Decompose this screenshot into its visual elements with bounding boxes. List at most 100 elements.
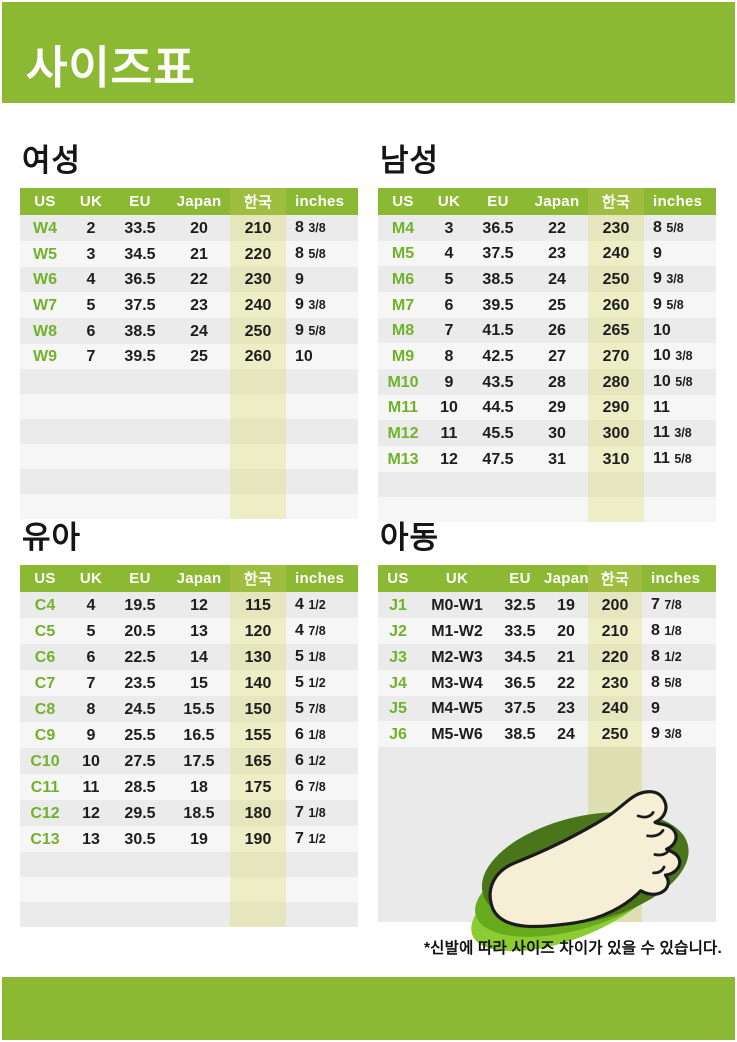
korea-size-cell: 120 [230,618,286,644]
empty-cell [230,469,286,494]
inches-cell: 9 [644,241,716,266]
empty-cell [378,497,428,522]
us-size-cell: C9 [20,722,70,748]
inches-cell: 9 [286,267,358,292]
inch-fraction: 5/8 [308,324,326,338]
section-title-junior: 아동 [380,520,440,555]
korea-size-cell: 240 [588,696,642,721]
empty-cell [168,494,230,519]
column-header-inches: inches [644,188,716,215]
japan-size-cell: 30 [526,420,588,446]
size-table-row: C11 11 28.5 18 175 6 7/8 [20,774,358,800]
empty-table-row [378,472,716,497]
korea-size-cell: 240 [230,292,286,318]
column-header-korea: 한국 [230,188,286,215]
size-table-row: C6 6 22.5 14 130 5 1/8 [20,644,358,670]
inches-cell: 10 [644,318,716,343]
japan-size-cell: 17.5 [168,748,230,774]
empty-cell [20,902,70,927]
inches-cell: 8 1/2 [642,644,716,670]
inch-fraction: 3/8 [664,727,682,741]
inch-fraction: 5/8 [674,452,692,466]
inches-cell: 8 5/8 [644,215,716,241]
empty-cell [286,877,358,902]
korea-size-cell: 300 [588,420,644,446]
section-men: 남성 US UK EU Japan 한국 inches M4 3 36.5 22 230 8 5/8 M… [378,142,716,522]
empty-cell [20,419,70,444]
japan-size-cell: 18 [168,774,230,800]
japan-size-cell: 25 [526,292,588,318]
column-header-uk: UK [70,565,112,592]
size-table-row: J6 M5-W6 38.5 24 250 9 3/8 [378,721,716,747]
us-size-cell: C4 [20,592,70,618]
japan-size-cell: 13 [168,618,230,644]
uk-size-cell: 3 [70,241,112,267]
inch-fraction: 3/8 [308,298,326,312]
empty-table-row [20,419,358,444]
column-header-japan: Japan [526,188,588,215]
inches-cell: 9 3/8 [644,266,716,292]
empty-cell [112,444,168,469]
us-size-cell: C6 [20,644,70,670]
japan-size-cell: 24 [544,721,588,747]
us-size-cell: J4 [378,670,418,696]
size-table-row: C12 12 29.5 18.5 180 7 1/8 [20,800,358,826]
inch-fraction: 5/8 [666,298,684,312]
size-table-row: M5 4 37.5 23 240 9 [378,241,716,266]
inches-cell: 9 3/8 [286,292,358,318]
japan-size-cell: 16.5 [168,722,230,748]
size-table-row: M13 12 47.5 31 310 11 5/8 [378,446,716,472]
column-header-uk: UK [70,188,112,215]
us-size-cell: C13 [20,826,70,852]
eu-size-cell: 36.5 [112,267,168,292]
empty-cell [644,497,716,522]
eu-size-cell: 33.5 [496,618,544,644]
inch-fraction: 1/8 [308,650,326,664]
uk-size-cell: 6 [70,318,112,344]
inches-cell: 9 [642,696,716,721]
empty-cell [112,419,168,444]
uk-size-cell: 8 [428,343,470,369]
empty-cell [286,419,358,444]
empty-cell [230,877,286,902]
inch-fraction: 5/8 [666,221,684,235]
uk-size-cell: 10 [428,395,470,420]
inch-fraction: 1/8 [664,624,682,638]
japan-size-cell: 15.5 [168,696,230,722]
inch-fraction: 7/8 [308,624,326,638]
header-banner: 사이즈표 [2,2,735,103]
empty-cell [230,369,286,394]
empty-cell [112,394,168,419]
inches-cell: 8 1/8 [642,618,716,644]
us-size-cell: C12 [20,800,70,826]
empty-cell [230,852,286,877]
inches-cell: 5 1/2 [286,670,358,696]
empty-cell [644,472,716,497]
empty-cell [70,469,112,494]
column-header-japan: Japan [168,188,230,215]
inch-fraction: 7/8 [308,702,326,716]
inches-cell: 6 7/8 [286,774,358,800]
korea-size-cell: 280 [588,369,644,395]
section-title-men: 남성 [380,143,440,178]
empty-cell [112,369,168,394]
korea-size-cell: 230 [588,215,644,241]
empty-cell [112,852,168,877]
korea-size-cell: 290 [588,395,644,420]
empty-cell [588,497,644,522]
empty-cell [286,394,358,419]
uk-size-cell: 5 [70,618,112,644]
japan-size-cell: 27 [526,343,588,369]
korea-size-cell: 250 [588,266,644,292]
column-header-japan: Japan [544,565,589,592]
section-toddler: 유아 US UK EU Japan 한국 inches C4 4 19.5 12 115 4 1/2 C… [20,519,358,927]
eu-size-cell: 36.5 [496,670,544,696]
column-header-eu: EU [112,565,168,592]
japan-size-cell: 18.5 [168,800,230,826]
empty-cell [286,852,358,877]
us-size-cell: C11 [20,774,70,800]
empty-cell [70,877,112,902]
eu-size-cell: 44.5 [470,395,526,420]
eu-size-cell: 32.5 [496,592,544,618]
